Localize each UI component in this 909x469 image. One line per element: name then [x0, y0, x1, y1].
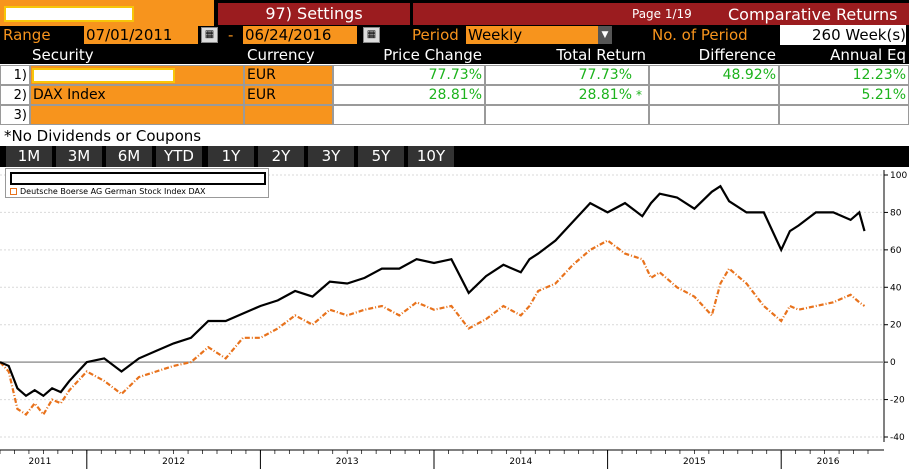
timeframe-1y[interactable]: 1Y: [208, 146, 254, 167]
returns-chart: 100 80 60 40 20 0 -20 -40 2011 2012 2013 2014 2015 2…: [0, 170, 907, 469]
x-tick-label: 2012: [162, 457, 185, 467]
column-header-annual-eq: Annual Eq: [830, 46, 906, 64]
total-return-cell: 77.73%: [485, 65, 649, 85]
range-dash: -: [228, 26, 234, 44]
x-tick-label: 2016: [817, 457, 840, 467]
period-label: Period: [412, 26, 459, 44]
row-index: 3): [0, 105, 30, 125]
column-header-price-change: Price Change: [383, 46, 482, 64]
row-index: 1): [0, 65, 30, 85]
legend-label-dax: Deutsche Boerse AG German Stock Index DA…: [20, 187, 206, 196]
price-change-cell: 77.73%: [333, 65, 485, 85]
timeframe-6m[interactable]: 6M: [106, 146, 152, 167]
y-tick-label: 80: [890, 208, 902, 218]
difference-cell: 48.92%: [649, 65, 779, 85]
range-row: [0, 26, 909, 45]
page-indicator: Page 1/19: [632, 7, 692, 21]
column-header-total-return: Total Return: [556, 46, 646, 64]
y-tick-label: 20: [890, 321, 902, 331]
column-header-security: Security: [32, 46, 94, 64]
timeframe-ytd[interactable]: YTD: [156, 146, 202, 167]
dividends-note: *No Dividends or Coupons: [4, 127, 202, 145]
security-input[interactable]: DAX Index: [30, 85, 244, 105]
column-header-currency: Currency: [247, 46, 315, 64]
y-tick-label: -20: [890, 396, 905, 406]
difference-cell: [649, 105, 779, 125]
calendar-icon[interactable]: ▦: [363, 27, 380, 43]
range-start-input[interactable]: 07/01/2011: [84, 26, 198, 44]
range-end-input[interactable]: 06/24/2016: [243, 26, 357, 44]
column-header-difference: Difference: [698, 46, 776, 64]
period-select[interactable]: Weekly: [466, 26, 598, 44]
total-return-cell: [485, 105, 649, 125]
timeframe-5y[interactable]: 5Y: [358, 146, 404, 167]
total-return-cell: 28.81%: [485, 85, 649, 105]
x-tick-label: 2013: [336, 457, 359, 467]
calendar-icon[interactable]: ▦: [201, 27, 218, 43]
timeframe-bar: 1M 3M 6M YTD 1Y 2Y 3Y 5Y 10Y: [0, 146, 909, 167]
price-change-cell: 28.81%: [333, 85, 485, 105]
price-change-cell: [333, 105, 485, 125]
y-tick-label: 40: [890, 283, 902, 293]
settings-button[interactable]: 97) Settings: [218, 3, 410, 25]
range-label: Range: [3, 26, 51, 44]
timeframe-1m[interactable]: 1M: [6, 146, 52, 167]
ticker-highlight-box: [4, 6, 134, 22]
row-index: 2): [0, 85, 30, 105]
legend-entry-security: [10, 172, 266, 185]
annual-eq-cell: [779, 105, 909, 125]
currency-input[interactable]: EUR: [244, 85, 333, 105]
series-line-dax: [0, 239, 866, 417]
annual-eq-cell: 12.23%: [779, 65, 909, 85]
series-line-security: [0, 184, 866, 398]
no-dividends-marker: *: [636, 88, 642, 102]
timeframe-10y[interactable]: 10Y: [408, 146, 454, 167]
chevron-down-icon[interactable]: ▼: [598, 26, 612, 44]
timeframe-2y[interactable]: 2Y: [258, 146, 304, 167]
table-header: [0, 45, 909, 64]
timeframe-3m[interactable]: 3M: [56, 146, 102, 167]
y-tick-label: 100: [890, 171, 907, 181]
num-period-label: No. of Period: [652, 26, 748, 44]
security-input[interactable]: [30, 105, 244, 125]
x-tick-label: 2011: [28, 457, 51, 467]
y-tick-label: -40: [890, 433, 905, 443]
num-period-value: 260 Week(s): [780, 25, 906, 45]
title-strip: [413, 3, 909, 25]
page-title: Comparative Returns: [728, 5, 898, 24]
x-tick-label: 2015: [683, 457, 706, 467]
chart-legend: Deutsche Boerse AG German Stock Index DA…: [5, 168, 269, 198]
x-tick-label: 2014: [509, 457, 532, 467]
ticker-highlight-box: [32, 68, 175, 83]
y-tick-label: 0: [890, 358, 896, 368]
difference-cell: [649, 85, 779, 105]
timeframe-3y[interactable]: 3Y: [308, 146, 354, 167]
legend-swatch-dax: [10, 188, 17, 195]
currency-input[interactable]: [244, 105, 333, 125]
currency-input[interactable]: EUR: [244, 65, 333, 85]
y-tick-label: 60: [890, 246, 902, 256]
annual-eq-cell: 5.21%: [779, 85, 909, 105]
